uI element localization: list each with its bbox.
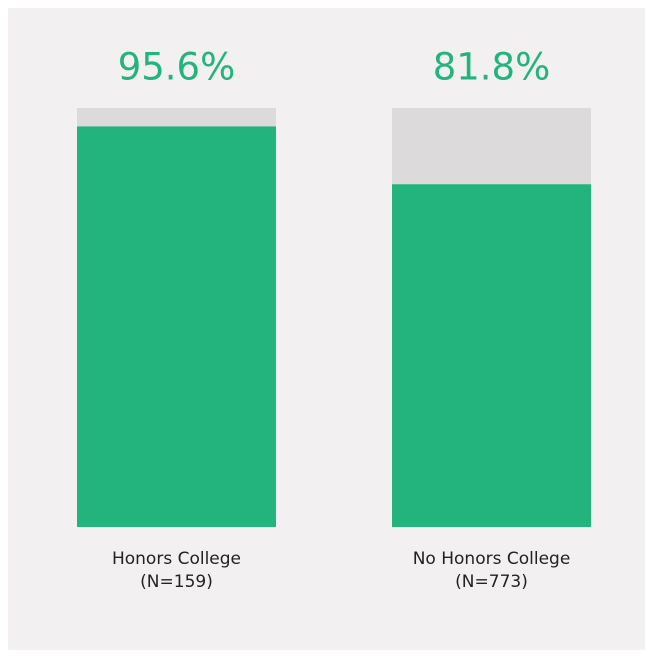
category-label: Honors College xyxy=(112,549,241,569)
value-label: 81.8% xyxy=(433,46,551,89)
value-label: 95.6% xyxy=(118,46,236,89)
category-note: (N=159) xyxy=(140,572,213,592)
category-note: (N=773) xyxy=(455,572,528,592)
bar xyxy=(392,184,591,527)
category-label: No Honors College xyxy=(413,549,571,569)
bar xyxy=(77,126,276,527)
